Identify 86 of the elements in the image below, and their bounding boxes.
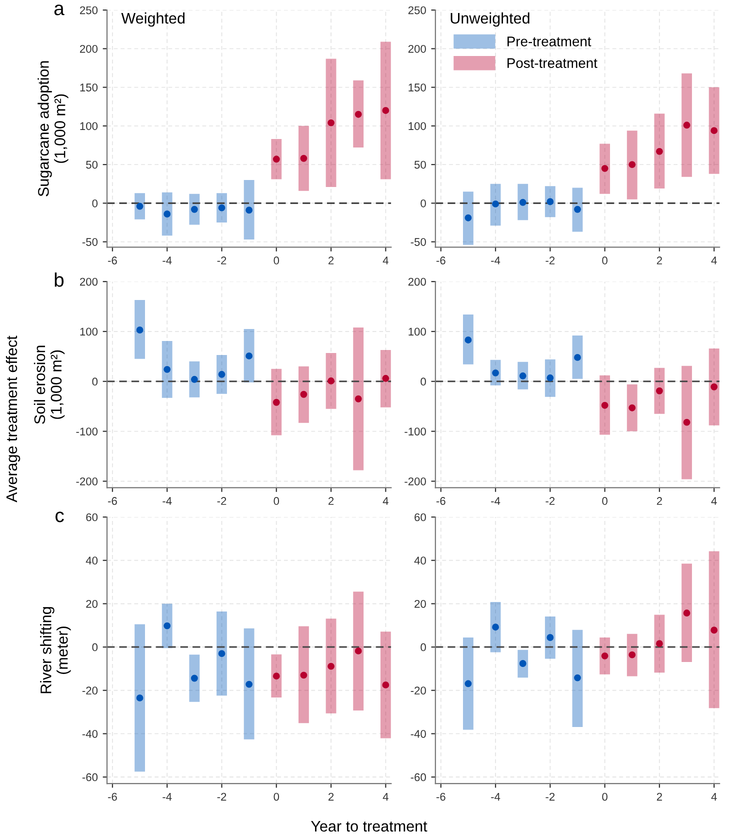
text: c: [55, 512, 64, 522]
x-tick-label: 0: [602, 256, 608, 264]
x-tick-label: -4: [162, 497, 172, 505]
y-tick-label: 200: [408, 278, 426, 286]
x-tick-label: -2: [546, 792, 555, 801]
x-tick-label: 2: [328, 256, 334, 264]
y-tick-label: 100: [80, 328, 98, 336]
x-tick-label: 2: [656, 497, 662, 505]
y-axis-title: Sugarcane adoption (1,000 m²): [38, 61, 68, 196]
text: Average treatment effect: [6, 336, 20, 502]
y-tick-label: 0: [420, 199, 426, 208]
y-axis-title: Soil erosion (1,000 m²): [34, 346, 65, 424]
legend-label: Post-treatment: [508, 58, 598, 68]
y-tick-label: 200: [408, 44, 426, 53]
chart-title: Weighted: [121, 12, 185, 27]
y-tick-label: -50: [82, 238, 98, 246]
y-tick-label: 250: [408, 6, 426, 14]
x-tick-label: -2: [217, 497, 226, 505]
y-tick-label: 0: [92, 199, 98, 208]
x-tick-label: 4: [711, 256, 717, 264]
y-tick-label: 0: [92, 378, 98, 386]
x-tick-label: -2: [546, 256, 555, 264]
x-tick-label: -6: [108, 256, 117, 264]
x-tick-label: 4: [382, 256, 388, 264]
x-tick-label: -6: [108, 497, 117, 505]
y-tick-label: 50: [414, 160, 426, 169]
y-tick-label: 100: [408, 122, 426, 130]
y-tick-label: 200: [80, 44, 98, 53]
legend-label: Pre-treatment: [508, 36, 592, 46]
x-tick-label: -4: [491, 497, 500, 505]
x-tick-label: 4: [382, 792, 388, 801]
y-tick-label: -40: [82, 730, 98, 738]
x-tick-label: 4: [711, 792, 717, 801]
y-tick-label: -20: [82, 686, 98, 695]
x-tick-label: -2: [546, 497, 555, 505]
y-tick-label: 250: [80, 6, 98, 14]
y-tick-label: 200: [80, 278, 98, 286]
y-tick-label: -60: [410, 773, 426, 782]
y-tick-label: -60: [82, 773, 98, 782]
x-tick-label: -6: [108, 792, 117, 801]
y-axis-title: River shifting (meter): [40, 607, 71, 694]
y-tick-label: -200: [76, 477, 98, 486]
y-tick-label: 60: [86, 513, 98, 522]
y-tick-label: 50: [86, 160, 98, 169]
y-tick-label: 60: [414, 513, 426, 522]
x-tick-label: 4: [382, 497, 388, 505]
y-tick-label: 150: [80, 84, 98, 92]
x-tick-label: 4: [711, 497, 717, 505]
y-tick-label: -50: [410, 238, 426, 246]
y-tick-label: 0: [420, 378, 426, 386]
x-tick-label: 0: [274, 256, 280, 264]
y-tick-label: 40: [414, 556, 426, 565]
y-tick-label: 150: [408, 84, 426, 92]
text: b: [54, 272, 64, 287]
x-tick-label: 0: [602, 497, 608, 505]
y-tick-label: 20: [86, 600, 98, 608]
y-tick-label: 0: [420, 643, 426, 652]
x-tick-label: 0: [274, 497, 280, 505]
y-tick-label: -20: [410, 686, 426, 695]
x-tick-label: 0: [274, 792, 280, 801]
y-tick-label: -100: [404, 428, 426, 436]
x-tick-label: -6: [436, 497, 446, 505]
y-tick-label: -40: [410, 730, 426, 738]
chart-title: Unweighted: [450, 12, 530, 27]
y-tick-label: 0: [92, 643, 98, 652]
y-tick-label: 40: [86, 556, 98, 565]
x-tick-label: 2: [328, 792, 334, 801]
x-tick-label: -2: [217, 792, 226, 801]
x-tick-label: 2: [328, 497, 334, 505]
y-tick-label: -100: [76, 428, 98, 436]
x-tick-label: 2: [656, 256, 662, 264]
x-tick-label: -2: [217, 256, 226, 264]
y-tick-label: -200: [404, 477, 426, 486]
y-tick-label: 100: [408, 328, 426, 336]
x-tick-label: -6: [436, 256, 446, 264]
y-tick-label: 100: [80, 122, 98, 130]
x-tick-label: -4: [162, 792, 172, 801]
x-tick-label: -6: [436, 792, 446, 801]
x-tick-label: -4: [491, 256, 500, 264]
x-axis-title: Year to treatment: [311, 820, 428, 832]
x-tick-label: 0: [602, 792, 608, 801]
y-tick-label: 20: [414, 600, 426, 608]
x-tick-label: 2: [656, 792, 662, 801]
x-tick-label: -4: [162, 256, 172, 264]
x-tick-label: -4: [491, 792, 500, 801]
text: a: [54, 4, 64, 16]
